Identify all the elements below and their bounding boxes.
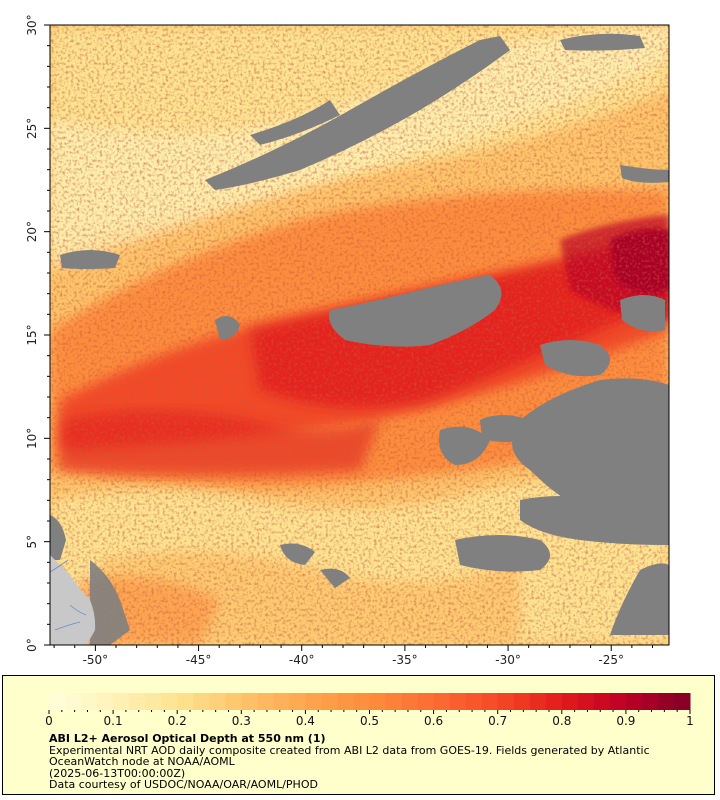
- lat-tick-label: 5°: [25, 535, 39, 549]
- colorbar-cell: [577, 693, 595, 710]
- colorbar-cell: [305, 693, 322, 710]
- lon-tick-label: -40°: [289, 653, 315, 667]
- caption-description: Experimental NRT AOD daily composite cre…: [49, 743, 650, 768]
- lat-tick-label: 15°: [25, 324, 39, 345]
- colorbar-cell: [609, 693, 627, 710]
- colorbar-tick-label: 0.5: [360, 714, 379, 728]
- lat-tick-label: 25°: [25, 118, 39, 139]
- colorbar-tick-label: 0.4: [296, 714, 315, 728]
- land-south-america: [50, 555, 96, 645]
- colorbar-cell: [193, 693, 210, 710]
- colorbar-cell: [673, 693, 691, 710]
- colorbar-cell: [209, 693, 226, 710]
- caption-title: ABI L2+ Aerosol Optical Depth at 550 nm …: [49, 732, 326, 745]
- aod-field: [50, 25, 669, 645]
- colorbar-cell: [161, 693, 178, 710]
- colorbar-cell: [113, 693, 130, 710]
- colorbar-cell: [641, 693, 659, 710]
- colorbar-cell: [561, 693, 579, 710]
- colorbar-cell: [81, 693, 98, 710]
- colorbar-tick-label: 1: [686, 714, 694, 728]
- caption-date: (2025-06-13T00:00:00Z): [49, 766, 186, 780]
- colorbar-tick-label: 0: [45, 714, 53, 728]
- no-data-regions: [50, 33, 669, 645]
- legend-panel: 0 0.1 0.2 0.3 0.4 0.5 0.6 0.7 0.8 0.9 1 ABI L2+ Ae…: [2, 675, 715, 795]
- colorbar-tick-label: 0.7: [488, 714, 507, 728]
- colorbar-cell: [257, 693, 274, 710]
- aod-map: -50° -45° -40° -35° -30° -25° 0° 5° 10° 15° 20° 25…: [25, 14, 670, 667]
- lon-tick-label: -25°: [598, 653, 624, 667]
- longitude-axis: -50° -45° -40° -35° -30° -25°: [53, 645, 653, 667]
- lon-tick-label: -30°: [495, 653, 521, 667]
- lon-tick-label: -45°: [186, 653, 212, 667]
- colorbar-cell: [337, 693, 354, 710]
- colorbar-tick-label: 0.1: [104, 714, 123, 728]
- colorbar-cell: [401, 693, 419, 710]
- colorbar-cell: [289, 693, 306, 710]
- caption: ABI L2+ Aerosol Optical Depth at 550 nm …: [49, 733, 699, 791]
- colorbar-cell: [65, 693, 82, 710]
- colorbar-cell: [97, 693, 114, 710]
- lat-tick-label: 30°: [25, 14, 39, 35]
- colorbar: 0 0.1 0.2 0.3 0.4 0.5 0.6 0.7 0.8 0.9 1: [45, 693, 694, 728]
- colorbar-tick-label: 0.2: [168, 714, 187, 728]
- colorbar-cell: [369, 693, 387, 710]
- colorbar-cell: [657, 693, 675, 710]
- colorbar-cell: [49, 693, 66, 710]
- lon-tick-label: -50°: [83, 653, 109, 667]
- colorbar-cell: [593, 693, 611, 710]
- colorbar-cell: [497, 693, 515, 710]
- lat-tick-label: 10°: [25, 428, 39, 449]
- colorbar-cell: [129, 693, 146, 710]
- colorbar-cell: [321, 693, 338, 710]
- colorbar-tick-label: 0.8: [552, 714, 571, 728]
- colorbar-tick-label: 0.3: [232, 714, 251, 728]
- colorbar-cell: [273, 693, 290, 710]
- colorbar-cell: [513, 693, 531, 710]
- colorbar-cell: [465, 693, 483, 710]
- colorbar-tick-label: 0.9: [616, 714, 635, 728]
- caption-credit: Data courtesy of USDOC/NOAA/OAR/AOML/PHO…: [49, 778, 318, 791]
- colorbar-cell: [145, 693, 162, 710]
- lat-tick-label: 20°: [25, 221, 39, 242]
- colorbar-cell: [225, 693, 242, 710]
- colorbar-cell: [529, 693, 547, 710]
- colorbar-cell: [481, 693, 499, 710]
- colorbar-cell: [177, 693, 194, 710]
- colorbar-cell: [417, 693, 435, 710]
- colorbar-cell: [625, 693, 643, 710]
- latitude-axis: 0° 5° 10° 15° 20° 25° 30°: [25, 14, 50, 652]
- lon-tick-label: -35°: [392, 653, 418, 667]
- lat-tick-label: 0°: [25, 638, 39, 652]
- colorbar-cell: [385, 693, 403, 710]
- colorbar-cell: [353, 693, 370, 710]
- colorbar-cell: [545, 693, 563, 710]
- colorbar-cell: [433, 693, 451, 710]
- colorbar-cell: [241, 693, 258, 710]
- colorbar-tick-label: 0.6: [424, 714, 443, 728]
- colorbar-cell: [449, 693, 467, 710]
